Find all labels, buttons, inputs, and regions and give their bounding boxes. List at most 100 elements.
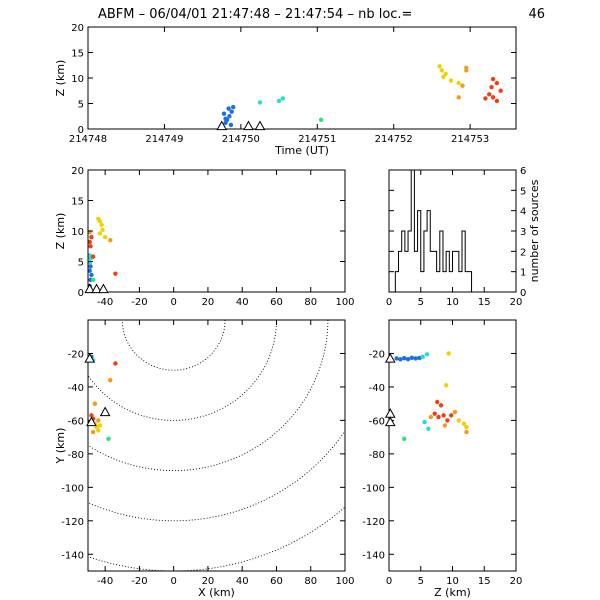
source-point [456,80,461,86]
source-point [443,71,448,77]
x-tick-label: 5 [418,297,424,308]
source-point [420,354,425,360]
source-point [441,74,446,80]
y-tick-label: -80 [369,450,385,461]
source-point [99,222,104,228]
x-tick-label: -20 [131,576,147,587]
y-tick-label: 0 [520,288,526,299]
source-point [449,413,454,418]
y-tick-label: -100 [61,483,84,494]
station-marker [84,283,96,294]
location-count: 46 [528,7,545,22]
source-point [487,92,492,97]
station-marker [98,283,109,294]
source-point [221,111,227,116]
source-point [90,429,96,435]
y-tick-label: 6 [520,166,526,177]
source-point [96,418,101,423]
x-tick-label: 0 [386,576,392,587]
source-point [88,264,93,269]
x-tick-label: 80 [304,297,317,308]
source-point [100,227,105,232]
source-point [490,95,496,100]
source-point [446,351,451,356]
x-axis-title: X (km) [198,586,235,599]
source-point [498,88,503,93]
source-point [442,423,448,428]
source-point [489,84,494,90]
source-point [445,418,450,423]
y-tick-label: -40 [369,383,385,394]
source-point [90,277,96,282]
y-tick-label: 15 [71,49,84,60]
source-point [88,268,92,273]
plot-area [88,216,118,289]
plot-area [221,64,503,128]
x-tick-label: 214748 [69,134,107,145]
source-point [89,234,94,240]
x-tick-label: -40 [97,576,113,587]
x-tick-label: 214753 [451,134,489,145]
y-tick-label: -20 [369,349,385,360]
x-tick-label: 214750 [222,134,260,145]
y-tick-label: -40 [68,383,84,394]
source-point [426,426,431,431]
source-point [435,399,440,405]
y-tick-label: -80 [68,450,84,461]
plot-area [394,351,469,442]
source-point [226,106,231,111]
y-axis-title: Z (km) [54,60,67,97]
station-marker [86,416,97,427]
source-point [436,414,441,420]
source-point [422,419,427,425]
x-tick-label: 214751 [298,134,336,145]
source-point [108,237,113,243]
source-point [483,96,488,101]
y-axis-title: Z (km) [54,213,67,250]
x-tick-label: 60 [270,576,283,587]
source-point [229,109,234,114]
x-tick-label: 0 [170,576,176,587]
source-point [464,429,469,435]
panel-plan-view: -40 -20 0 20 40 60 80 100 -140 -120 -100 -80 -60 -40 -… [54,319,355,599]
x-tick-label: 10 [446,576,459,587]
source-point [461,421,467,426]
x-tick-label: 40 [236,576,249,587]
source-point [96,428,101,433]
source-point [398,357,403,362]
y-tick-label: 20 [71,166,84,177]
source-point [490,76,496,82]
station-marker [384,352,396,363]
station-marker [91,283,102,294]
source-point [88,244,93,249]
y-axis-title: number of sources [528,179,541,282]
source-point [409,355,415,361]
y-tick-label: 5 [78,258,84,269]
y-axis-title: Y (km) [54,428,67,465]
x-tick-label: 100 [335,297,354,308]
source-point [89,272,94,278]
y-tick-label: -100 [362,483,385,494]
x-tick-label: 5 [418,576,424,587]
y-tick-label: 10 [71,74,84,85]
x-tick-label: 80 [304,576,317,587]
source-point [228,122,234,128]
source-point [97,219,103,224]
x-tick-label: 0 [170,297,176,308]
source-point [494,98,500,104]
source-point [231,104,236,110]
y-tick-label: 1 [520,268,526,279]
y-tick-label: 0 [78,125,84,136]
station-marker [384,416,396,427]
y-tick-label: -140 [61,550,84,561]
source-point [432,411,437,416]
x-tick-label: 20 [510,576,523,587]
station-marker [254,120,266,131]
y-tick-label: 4 [520,207,526,218]
source-point [464,68,469,73]
x-tick-label: 40 [236,297,249,308]
source-point [113,361,118,366]
source-point [456,95,461,100]
